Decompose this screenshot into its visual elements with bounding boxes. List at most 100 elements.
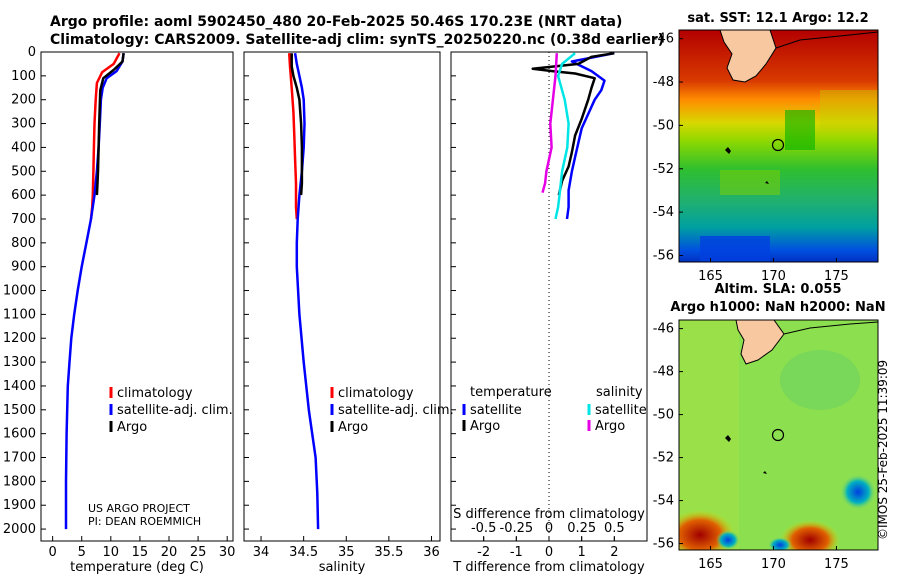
- series-line-salinity-satellite: [554, 52, 576, 220]
- x-tick-label: 34.5: [289, 545, 318, 560]
- legend-label: satellite: [470, 403, 522, 418]
- map-lon-label: 175: [824, 269, 849, 284]
- x-tick-label: -2: [477, 545, 490, 560]
- sla-map: [678, 319, 879, 551]
- x2-tick-label: -0.5: [471, 521, 496, 536]
- y-tick-label: 300: [11, 117, 36, 132]
- x2-tick-label: 0.5: [604, 521, 625, 536]
- x-tick-label: 35: [338, 545, 355, 560]
- y-tick-label: 1400: [3, 379, 36, 394]
- legend-label: Argo: [338, 420, 368, 435]
- sla-map-title-line1: Altim. SLA: 0.055: [714, 282, 842, 297]
- y-tick-label: 0: [28, 45, 36, 60]
- figure-title-line2: Climatology: CARS2009. Satellite-adj cli…: [50, 32, 665, 48]
- map-lat-label: -56: [653, 248, 674, 263]
- series-line-temperature-argo: [531, 51, 615, 196]
- y-tick-label: 900: [11, 260, 36, 275]
- legend-label: satellite: [595, 403, 647, 418]
- legend-label: Argo: [470, 419, 500, 434]
- map-lat-label: -50: [653, 408, 674, 423]
- series-line-climatology: [89, 52, 121, 220]
- map-lat-label: -50: [653, 118, 674, 133]
- legend-label: climatology: [117, 386, 193, 401]
- y-tick-label: 500: [11, 164, 36, 179]
- x-tick-label: 10: [103, 545, 120, 560]
- y-tick-label: 600: [11, 188, 36, 203]
- y-tick-label: 1600: [3, 427, 36, 442]
- map-lat-label: -54: [653, 494, 674, 509]
- y-tick-label: 1700: [3, 451, 36, 466]
- map-lat-label: -52: [653, 162, 674, 177]
- map-lon-label: 175: [824, 557, 849, 572]
- map-lat-label: -48: [653, 365, 674, 380]
- y-tick-label: 1200: [3, 331, 36, 346]
- y-tick-label: 700: [11, 212, 36, 227]
- x2-axis-label: S difference from climatology: [453, 507, 645, 522]
- sla-map-title-line2: Argo h1000: NaN h2000: NaN: [670, 300, 886, 315]
- x-tick-label: 35.5: [374, 545, 403, 560]
- x-tick-label: 30: [219, 545, 236, 560]
- legend-label: Argo: [117, 420, 147, 435]
- y-tick-label: 100: [11, 69, 36, 84]
- x-axis-label: salinity: [319, 560, 366, 575]
- y-tick-label: 1800: [3, 474, 36, 489]
- map-lon-label: 170: [761, 269, 786, 284]
- x-tick-label: 20: [161, 545, 178, 560]
- series-line-argo: [95, 53, 125, 196]
- legend-label: satellite-adj. clim.: [117, 403, 233, 418]
- x2-tick-label: -0.25: [500, 521, 534, 536]
- map-lat-label: -54: [653, 205, 674, 220]
- x-tick-label: 34: [253, 545, 270, 560]
- map-lat-label: -52: [653, 451, 674, 466]
- x2-tick-label: 0.25: [567, 521, 596, 536]
- credit-pi: PI: DEAN ROEMMICH: [88, 515, 202, 528]
- legend-label: satellite-adj. clim.: [338, 403, 454, 418]
- y-tick-label: 200: [11, 93, 36, 108]
- legend-header: salinity: [596, 385, 643, 400]
- series-line-argo: [290, 53, 304, 196]
- x-tick-label: 0: [48, 545, 56, 560]
- x-tick-label: 36: [423, 545, 440, 560]
- x-tick-label: 15: [132, 545, 149, 560]
- map-lon-label: 165: [698, 269, 723, 284]
- y-tick-label: 400: [11, 140, 36, 155]
- series-line-temperature-satellite: [565, 51, 615, 220]
- x-axis-label: T difference from climatology: [452, 560, 645, 575]
- map-lat-label: -48: [653, 75, 674, 90]
- x-tick-label: 1: [578, 545, 586, 560]
- south-island-nz-shape: [719, 30, 777, 83]
- credit-project: US ARGO PROJECT: [88, 502, 190, 515]
- y-tick-label: 2000: [3, 522, 36, 537]
- map-lat-label: -46: [653, 32, 674, 47]
- map-lat-label: -46: [653, 322, 674, 337]
- sst-map-title: sat. SST: 12.1 Argo: 12.2: [687, 11, 869, 26]
- figure-title-line1: Argo profile: aoml 5902450_480 20-Feb-20…: [50, 14, 623, 30]
- y-tick-label: 1500: [3, 403, 36, 418]
- map-lat-label: -56: [653, 537, 674, 552]
- series-line-salinity-argo: [541, 53, 559, 194]
- x-tick-label: -1: [510, 545, 523, 560]
- x-tick-label: 5: [78, 545, 86, 560]
- x-axis-label: temperature (deg C): [70, 560, 204, 575]
- south-island-nz-shape: [735, 320, 785, 365]
- series-line-satellite-adj-clim-: [64, 53, 125, 530]
- map-lon-label: 165: [698, 557, 723, 572]
- float-position-marker: [771, 138, 785, 152]
- x-tick-label: 25: [190, 545, 207, 560]
- map-lon-label: 170: [761, 557, 786, 572]
- plot-frame: [243, 51, 441, 542]
- y-tick-label: 1100: [3, 307, 36, 322]
- x-tick-label: 2: [610, 545, 618, 560]
- x-tick-label: 0: [545, 545, 553, 560]
- series-line-satellite-adj-clim-: [293, 53, 320, 530]
- legend-label: climatology: [338, 386, 414, 401]
- sst-field: [679, 30, 878, 262]
- y-tick-label: 1300: [3, 355, 36, 370]
- y-tick-label: 800: [11, 236, 36, 251]
- plot-frame: [40, 51, 234, 542]
- y-tick-label: 1900: [3, 498, 36, 513]
- series-line-climatology: [287, 53, 299, 220]
- legend-header: temperature: [470, 385, 552, 400]
